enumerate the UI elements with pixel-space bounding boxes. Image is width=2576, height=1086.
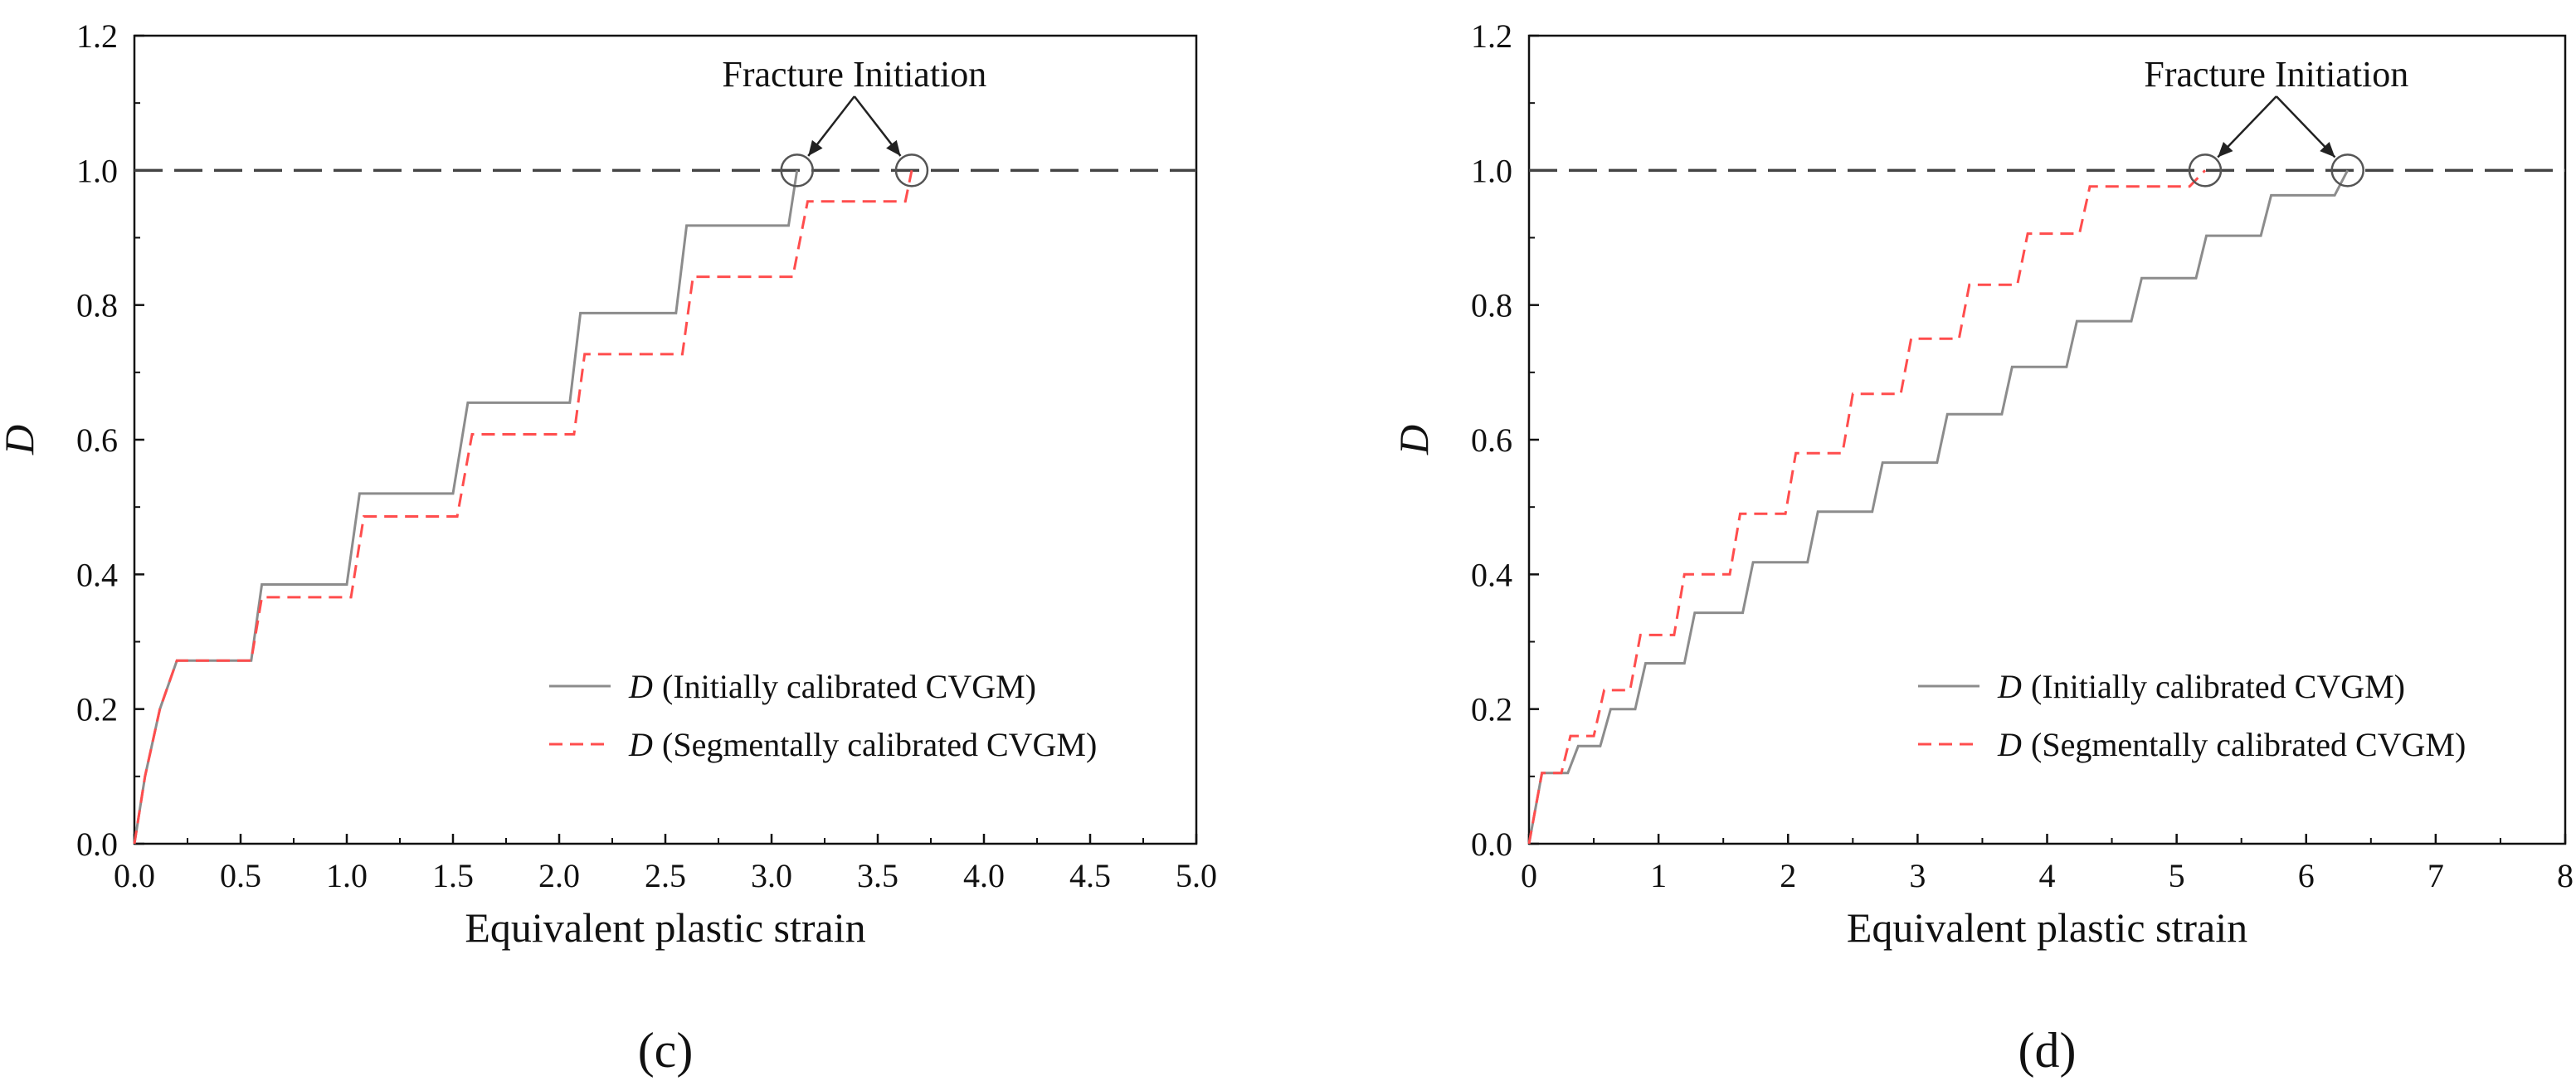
x-tick-label: 2.5 xyxy=(645,857,686,894)
x-tick-label: 6 xyxy=(2298,857,2315,894)
x-tick-label: 5 xyxy=(2169,857,2185,894)
x-tick-label: 2 xyxy=(1780,857,1796,894)
y-tick-label: 0.8 xyxy=(1471,287,1512,324)
fracture-marker xyxy=(2330,153,2364,187)
y-axis-label: D xyxy=(1390,425,1437,455)
y-tick-label: 1.2 xyxy=(76,17,118,55)
fracture-marker xyxy=(2188,153,2223,187)
legend-symbol-initial: D xyxy=(1997,668,2022,705)
x-tick-label: 4.5 xyxy=(1069,857,1111,894)
x-tick-label: 0.0 xyxy=(114,857,155,894)
y-tick-label: 0.2 xyxy=(1471,691,1512,728)
x-tick-label: 0.5 xyxy=(220,857,261,894)
chart-panel-c: 0.0 0.5 1.0 1.5 2.0 2.5 3.0 3.5 4.0 4.5 … xyxy=(0,17,1217,1078)
y-tick-labels: 0.0 0.2 0.4 0.6 0.8 1.0 1.2 xyxy=(76,17,118,863)
fracture-marker xyxy=(780,153,814,187)
panel-label-c: (c) xyxy=(638,1023,694,1078)
y-tick-label: 0.0 xyxy=(76,825,118,863)
series-initial-line xyxy=(133,170,799,845)
x-tick-label: 3 xyxy=(1909,857,1926,894)
fracture-initiation-annotation: Fracture Initiation xyxy=(722,54,986,95)
y-tick-label: 0.4 xyxy=(76,556,118,593)
x-tick-labels: 0 1 2 3 4 5 6 7 8 xyxy=(1521,857,2574,894)
x-tick-label: 4.0 xyxy=(963,857,1005,894)
legend-symbol-segmental: D xyxy=(628,726,653,763)
x-tick-label: 4 xyxy=(2039,857,2056,894)
y-axis-label: D xyxy=(0,425,42,455)
annotation-arrow-head xyxy=(886,139,901,156)
y-tick-label: 0.0 xyxy=(1471,825,1512,863)
y-tick-label: 0.2 xyxy=(76,691,118,728)
x-axis-label: Equivalent plastic strain xyxy=(465,904,865,951)
x-tick-label: 8 xyxy=(2557,857,2574,894)
x-tick-label: 1 xyxy=(1650,857,1667,894)
x-tick-label: 5.0 xyxy=(1176,857,1217,894)
y-tick-label: 0.4 xyxy=(1471,556,1512,593)
y-tick-label: 1.2 xyxy=(1471,17,1512,55)
x-tick-label: 0 xyxy=(1521,857,1537,894)
annotation-arrow-head xyxy=(2320,141,2335,158)
y-tick-label: 0.6 xyxy=(1471,421,1512,459)
annotation-arrow-head xyxy=(2218,141,2233,158)
series-segmental-line xyxy=(133,169,913,845)
y-tick-label: 0.6 xyxy=(76,421,118,459)
axis-ticks xyxy=(1527,34,2567,845)
x-axis-label: Equivalent plastic strain xyxy=(1847,904,2247,951)
series-initial-line xyxy=(1527,169,2350,845)
legend-symbol-segmental: D xyxy=(1997,726,2022,763)
legend-label-initial: (Initially calibrated CVGM) xyxy=(2031,668,2405,705)
x-tick-label: 3.0 xyxy=(751,857,792,894)
x-tick-labels: 0.0 0.5 1.0 1.5 2.0 2.5 3.0 3.5 4.0 4.5 … xyxy=(114,857,1217,894)
fracture-initiation-annotation: Fracture Initiation xyxy=(2144,54,2408,95)
x-tick-label: 7 xyxy=(2427,857,2444,894)
x-tick-label: 1.0 xyxy=(326,857,368,894)
y-tick-label: 0.8 xyxy=(76,287,118,324)
x-tick-label: 3.5 xyxy=(857,857,898,894)
plot-frame xyxy=(133,34,1198,845)
annotation-arrow-head xyxy=(808,139,823,156)
legend-label-segmental: (Segmentally calibrated CVGM) xyxy=(2031,726,2466,763)
fracture-marker xyxy=(894,153,929,187)
y-tick-labels: 0.0 0.2 0.4 0.6 0.8 1.0 1.2 xyxy=(1471,17,1512,863)
x-tick-label: 2.0 xyxy=(538,857,580,894)
x-tick-label: 1.5 xyxy=(432,857,474,894)
legend-symbol-initial: D xyxy=(628,668,653,705)
panel-label-d: (d) xyxy=(2018,1023,2077,1078)
axis-ticks xyxy=(133,34,1198,845)
chart-panel-d: 0 1 2 3 4 5 6 7 8 0.0 0.2 0.4 0.6 0.8 1.… xyxy=(1390,17,2574,1078)
legend-label-segmental: (Segmentally calibrated CVGM) xyxy=(662,726,1097,763)
y-tick-label: 1.0 xyxy=(1471,152,1512,189)
plot-frame xyxy=(1527,34,2567,845)
legend-label-initial: (Initially calibrated CVGM) xyxy=(662,668,1036,705)
y-tick-label: 1.0 xyxy=(76,152,118,189)
series-segmental-line xyxy=(1527,169,2207,845)
